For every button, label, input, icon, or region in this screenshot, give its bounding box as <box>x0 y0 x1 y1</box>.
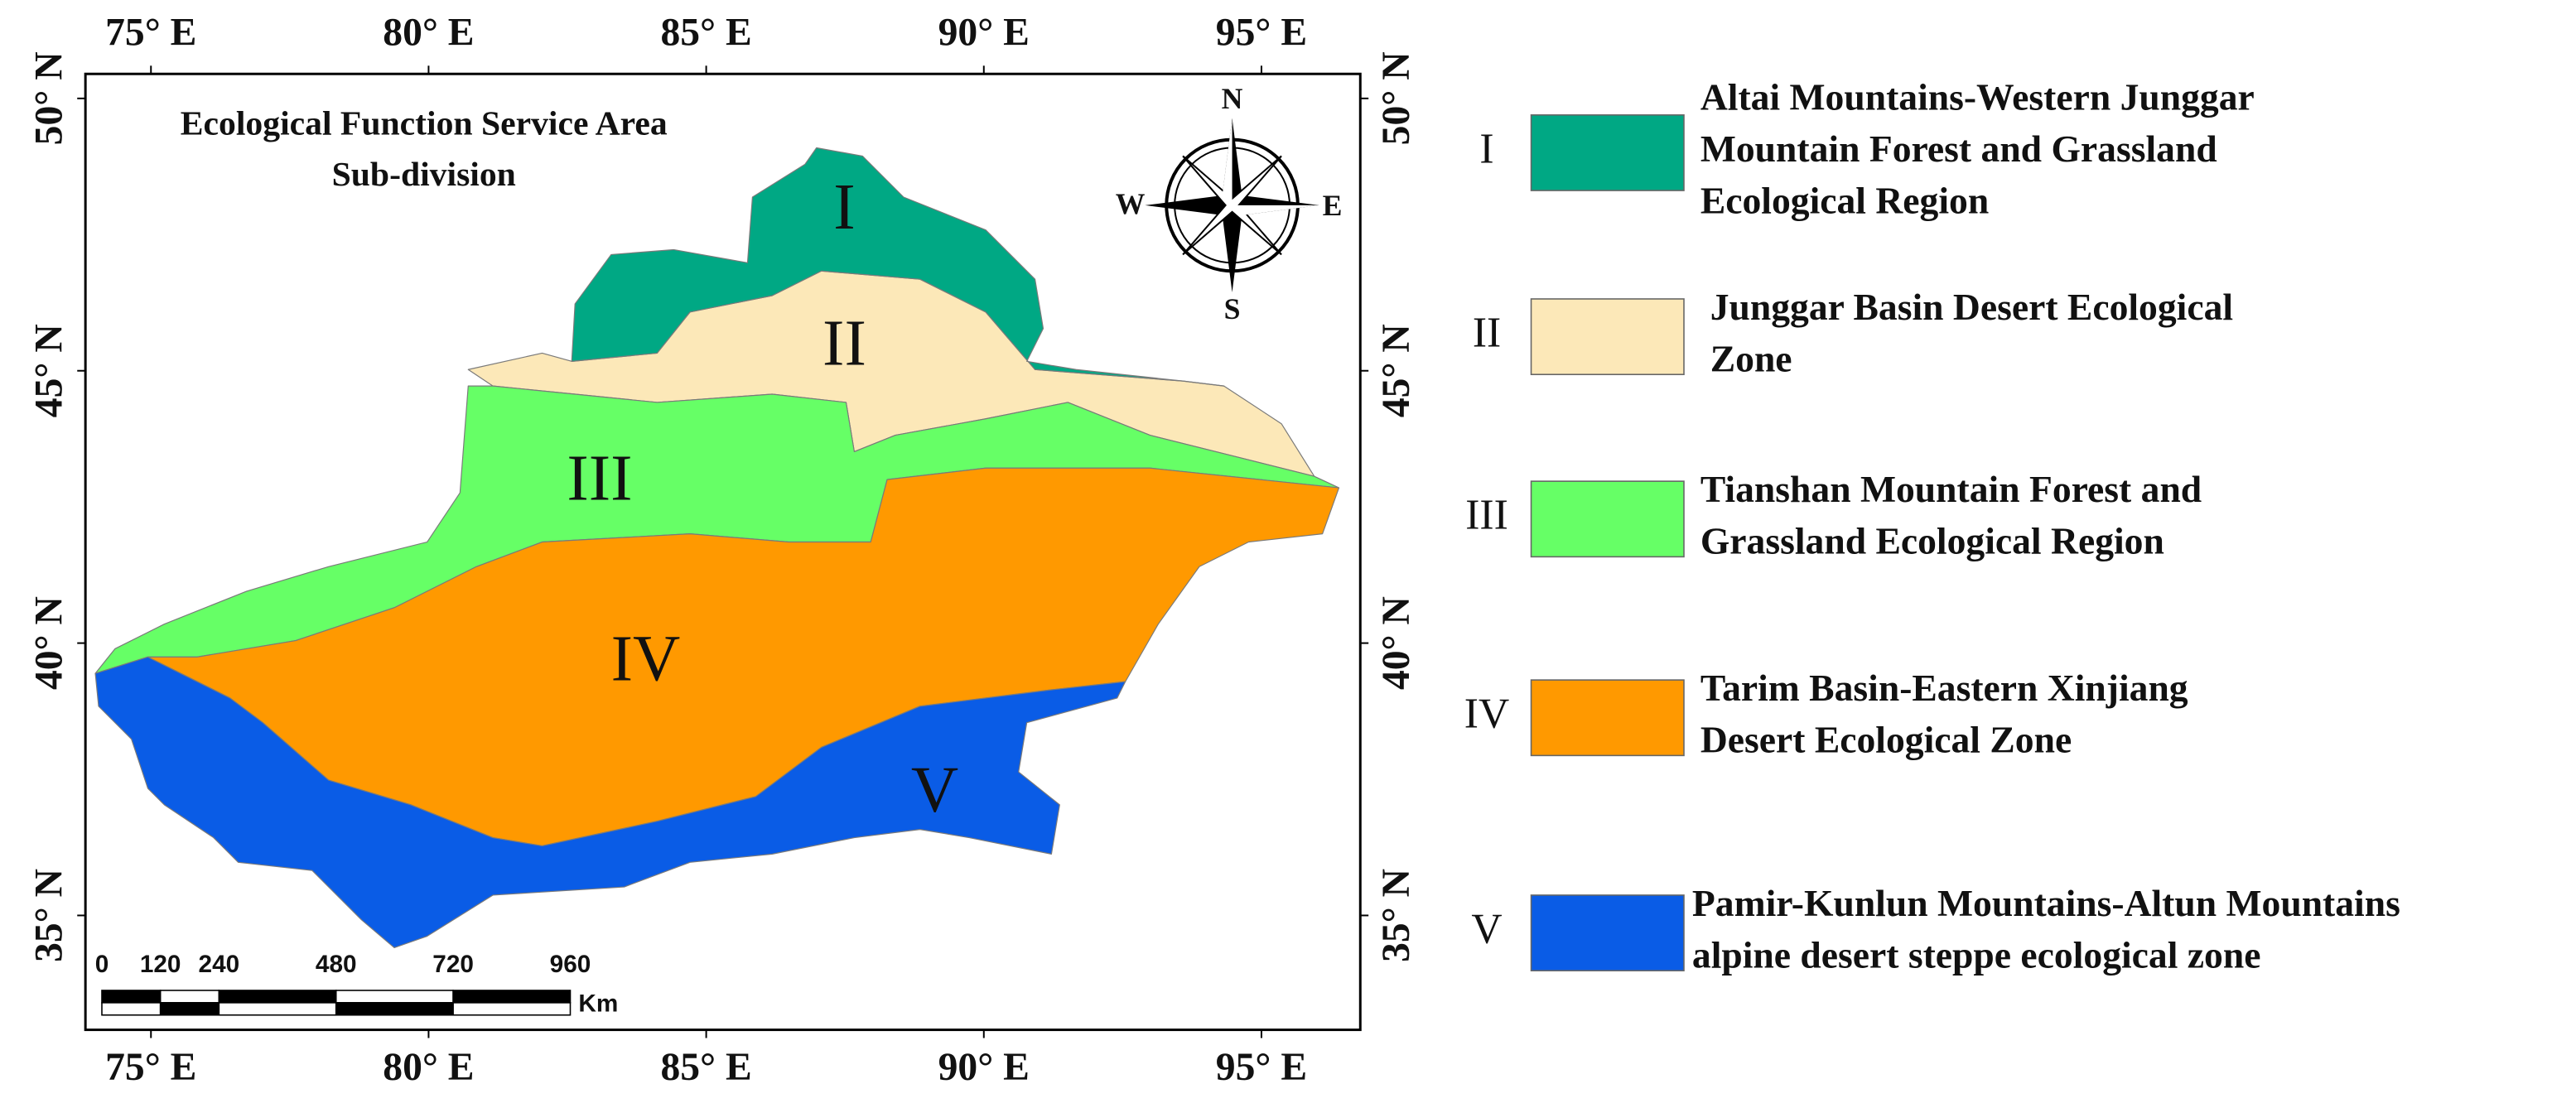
lat-label: 50° N <box>27 51 70 145</box>
lat-label: 50° N <box>1375 51 1418 145</box>
scale-label: 720 <box>432 951 474 978</box>
legend-numeral: II <box>1473 309 1501 356</box>
scale-segment <box>159 990 220 1004</box>
legend-numeral: III <box>1465 492 1507 539</box>
lon-label: 80° E <box>383 12 474 55</box>
legend-text: Desert Ecological Zone <box>1700 718 2072 760</box>
lon-label: 85° E <box>660 1046 751 1089</box>
legend-numeral: V <box>1471 905 1502 952</box>
lon-label: 95° E <box>1216 1046 1307 1089</box>
region-v <box>94 656 1126 949</box>
scale-segment <box>452 990 572 1004</box>
legend: I Altai Mountains-Western Junggar Mountain… <box>1464 75 2400 976</box>
legend-swatch <box>1530 298 1685 376</box>
lat-label: 40° N <box>1375 596 1418 690</box>
lon-label: 80° E <box>383 1046 474 1089</box>
lat-label: 35° N <box>1375 869 1418 962</box>
compass-w: W <box>1116 187 1146 220</box>
region-label: III <box>567 441 632 514</box>
legend-swatch <box>1530 894 1685 971</box>
compass-e: E <box>1323 189 1343 222</box>
compass-s: S <box>1224 292 1241 325</box>
scale-segment <box>101 990 162 1004</box>
scale-label: 960 <box>550 951 591 978</box>
regions <box>94 147 1340 949</box>
legend-text: Zone <box>1710 337 1792 379</box>
lon-label: 75° E <box>105 12 196 55</box>
scale-segment <box>452 1002 572 1016</box>
lat-label: 45° N <box>1375 324 1418 417</box>
scale-segment <box>335 1002 454 1016</box>
legend-text: alpine desert steppe ecological zone <box>1692 933 2261 976</box>
legend-swatch <box>1530 114 1685 191</box>
lat-label: 35° N <box>27 869 70 962</box>
compass-rose: N S W E <box>1116 82 1343 325</box>
lon-label: 85° E <box>660 12 751 55</box>
scale-segment <box>101 1002 162 1016</box>
legend-text: Grassland Ecological Region <box>1700 519 2164 561</box>
legend-text: Tianshan Mountain Forest and <box>1700 468 2202 510</box>
scale-segment <box>218 990 337 1004</box>
scale-bar: 0 120 240 480 720 960 Km <box>95 951 619 1018</box>
lon-label: 95° E <box>1216 12 1307 55</box>
lat-label: 45° N <box>27 324 70 417</box>
scale-label: 480 <box>316 951 357 978</box>
legend-text: Junggar Basin Desert Ecological <box>1710 286 2233 328</box>
scale-label: 120 <box>140 951 181 978</box>
legend-swatch <box>1530 480 1685 558</box>
region-label: II <box>822 307 866 380</box>
legend-text: Ecological Region <box>1700 179 1989 221</box>
legend-text: Pamir-Kunlun Mountains-Altun Mountains <box>1692 882 2400 924</box>
scale-label: 240 <box>199 951 240 978</box>
map-title: Sub-division <box>332 156 516 194</box>
map-title: Ecological Function Service Area <box>181 104 668 142</box>
legend-numeral: I <box>1479 125 1493 172</box>
legend-text: Tarim Basin-Eastern Xinjiang <box>1700 667 2188 709</box>
legend-swatch <box>1530 679 1685 757</box>
lat-label: 40° N <box>27 596 70 690</box>
scale-label: 0 <box>95 951 109 978</box>
region-label: I <box>833 171 855 243</box>
legend-text: Mountain Forest and Grassland <box>1700 128 2217 170</box>
scale-segment <box>159 1002 220 1016</box>
lon-label: 75° E <box>105 1046 196 1089</box>
scale-unit: Km <box>578 990 618 1018</box>
scale-segment <box>218 1002 337 1016</box>
lon-label: 90° E <box>938 12 1030 55</box>
compass-star <box>1222 118 1233 205</box>
compass-n: N <box>1222 82 1243 115</box>
legend-numeral: IV <box>1464 691 1509 738</box>
scale-segment <box>335 990 454 1004</box>
region-label: IV <box>611 622 681 695</box>
region-labels: I II III IV V <box>567 171 958 826</box>
legend-text: Altai Mountains-Western Junggar <box>1700 75 2255 118</box>
graticule-labels: 75° E 75° E 80° E 80° E 85° E 85° E 90° E 90° E… <box>27 12 1417 1090</box>
lon-label: 90° E <box>938 1046 1030 1089</box>
compass-star <box>1232 205 1319 215</box>
region-label: V <box>911 754 958 826</box>
region-i <box>571 147 1225 387</box>
